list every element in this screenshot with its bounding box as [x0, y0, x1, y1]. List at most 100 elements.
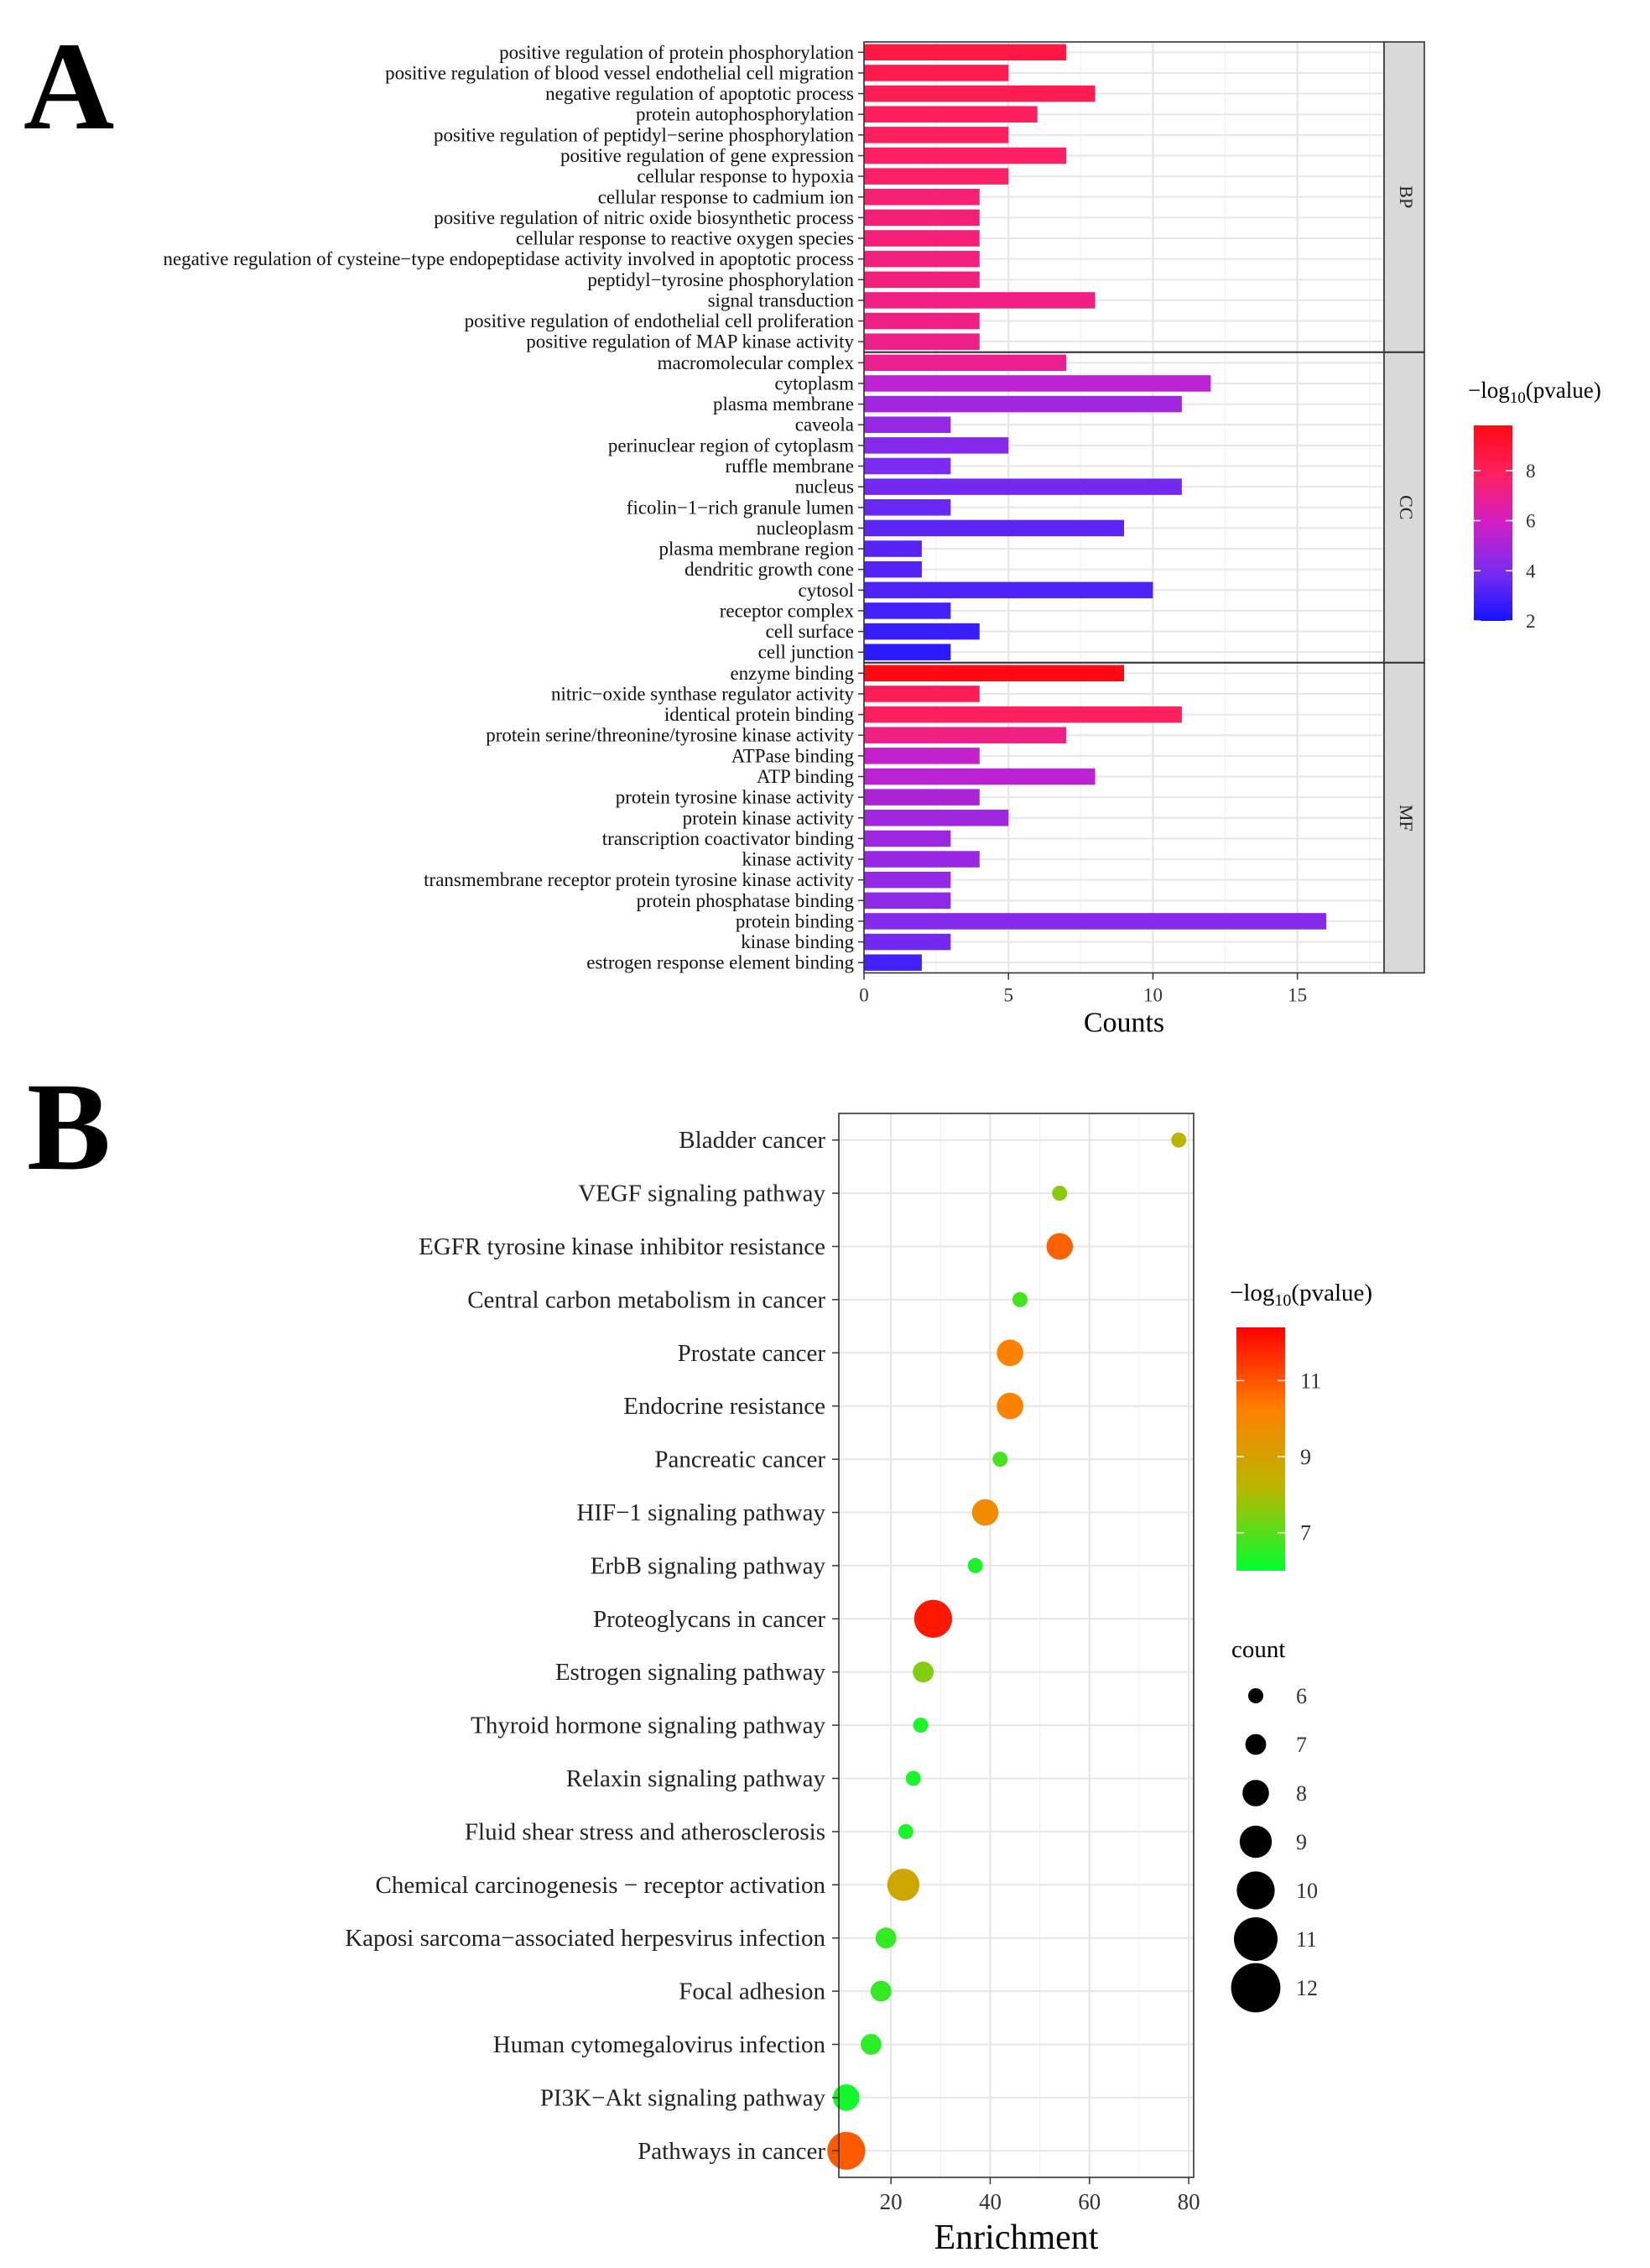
bar [864, 312, 980, 330]
category-label: cellular response to cadmium ion [598, 186, 855, 207]
category-label: kinase binding [741, 931, 854, 952]
size-legend-label: 7 [1296, 1733, 1307, 1757]
bubble [913, 1599, 953, 1638]
category-label: Focal adhesion [679, 1979, 825, 2005]
category-label: transcription coactivator binding [602, 828, 855, 849]
category-label: protein phosphatase binding [637, 890, 855, 911]
category-label: positive regulation of gene expression [560, 145, 855, 166]
bar [864, 519, 1124, 537]
category-label: Central carbon metabolism in cancer [467, 1286, 825, 1313]
category-label: protein binding [736, 910, 855, 931]
category-label: plasma membrane region [659, 539, 855, 560]
bar [864, 727, 1067, 743]
color-legend-label: 6 [1526, 511, 1536, 532]
bubble [870, 1980, 892, 2002]
bubble [992, 1452, 1008, 1468]
bubble [997, 1339, 1023, 1367]
bar [864, 540, 922, 557]
facet-label: BP [1396, 185, 1417, 208]
bar [864, 748, 980, 764]
category-label: VEGF signaling pathway [578, 1181, 825, 1207]
bubble [913, 1661, 934, 1683]
bar [864, 686, 980, 702]
category-label: macromolecular complex [658, 352, 855, 373]
category-label: cell junction [758, 642, 855, 663]
category-label: positive regulation of peptidyl−serine p… [434, 124, 854, 145]
bubble [861, 2034, 882, 2055]
bubble [875, 1927, 897, 1949]
size-legend-dot [1248, 1688, 1263, 1703]
bar [864, 499, 951, 516]
category-label: ATP binding [757, 766, 855, 787]
category-label: positive regulation of blood vessel endo… [385, 62, 854, 83]
category-label: positive regulation of protein phosphory… [499, 42, 854, 63]
bar [864, 230, 980, 247]
size-legend-dot [1245, 1734, 1267, 1755]
x-tick-label: 80 [1178, 2189, 1200, 2214]
bar [864, 106, 1038, 123]
bubble [913, 1718, 929, 1734]
bar [864, 933, 951, 951]
category-label: ruffle membrane [726, 456, 854, 477]
bar [864, 333, 980, 350]
x-tick-label: 60 [1078, 2189, 1101, 2214]
category-label: cellular response to hypoxia [637, 166, 854, 187]
category-label: protein tyrosine kinase activity [616, 787, 855, 808]
x-axis-title: Enrichment [934, 2218, 1099, 2257]
bar [864, 810, 1009, 826]
bar [864, 665, 1124, 682]
color-legend-label: 9 [1300, 1445, 1311, 1469]
facet-label: CC [1396, 495, 1417, 519]
category-label: Chemical carcinogenesis − receptor activ… [375, 1872, 825, 1899]
bubble [1046, 1233, 1074, 1260]
bar [864, 913, 1327, 930]
category-label: Proteoglycans in cancer [593, 1606, 825, 1633]
category-label: cell surface [766, 621, 854, 642]
category-label: HIF−1 signaling pathway [576, 1499, 825, 1526]
bar [864, 581, 1153, 599]
category-label: dendritic growth cone [684, 559, 854, 580]
color-legend-title: −log10(pvalue) [1468, 378, 1601, 407]
category-label: Endocrine resistance [623, 1393, 825, 1420]
bar [864, 768, 1096, 785]
size-legend-dot [1239, 1825, 1273, 1859]
panel-border [838, 1113, 1195, 2178]
bar [864, 250, 980, 268]
bubble [1052, 1186, 1068, 1202]
bubble [1171, 1132, 1187, 1148]
bubble [905, 1770, 921, 1786]
category-label: Pancreatic cancer [654, 1447, 825, 1473]
bar [864, 644, 951, 660]
category-label: EGFR tyrosine kinase inhibitor resistanc… [419, 1233, 825, 1260]
category-label: kinase activity [742, 849, 855, 870]
size-legend-label: 11 [1296, 1927, 1317, 1952]
bubble [1012, 1291, 1028, 1307]
category-label: perinuclear region of cytoplasm [608, 435, 854, 456]
x-tick-label: 0 [859, 985, 869, 1006]
bar [864, 851, 980, 868]
bubble [827, 2131, 866, 2170]
category-label: Fluid shear stress and atherosclerosis [465, 1818, 825, 1845]
size-legend-dot [1236, 1871, 1275, 1910]
panel-b-label: B [27, 1057, 112, 1197]
x-tick-label: 5 [1003, 985, 1013, 1006]
category-label: cytoplasm [774, 373, 854, 394]
bar [864, 478, 1182, 495]
x-tick-label: 20 [880, 2189, 903, 2214]
category-label: identical protein binding [664, 704, 855, 725]
category-label: cytosol [799, 580, 854, 601]
panel-background [839, 1113, 1194, 2177]
category-label: protein serine/threonine/tyrosine kinase… [486, 725, 854, 746]
size-legend-label: 9 [1296, 1830, 1307, 1854]
category-label: negative regulation of cysteine−type end… [164, 248, 855, 269]
category-label: receptor complex [720, 600, 855, 621]
bar [864, 209, 980, 227]
x-tick-label: 10 [1143, 985, 1163, 1006]
bar [864, 602, 951, 619]
category-label: enzyme binding [730, 663, 854, 684]
bar [864, 892, 951, 910]
bar [864, 44, 1067, 61]
category-label: positive regulation of MAP kinase activi… [526, 331, 854, 352]
category-label: Human cytomegalovirus infection [493, 2031, 826, 2058]
x-tick-label: 15 [1288, 985, 1307, 1006]
